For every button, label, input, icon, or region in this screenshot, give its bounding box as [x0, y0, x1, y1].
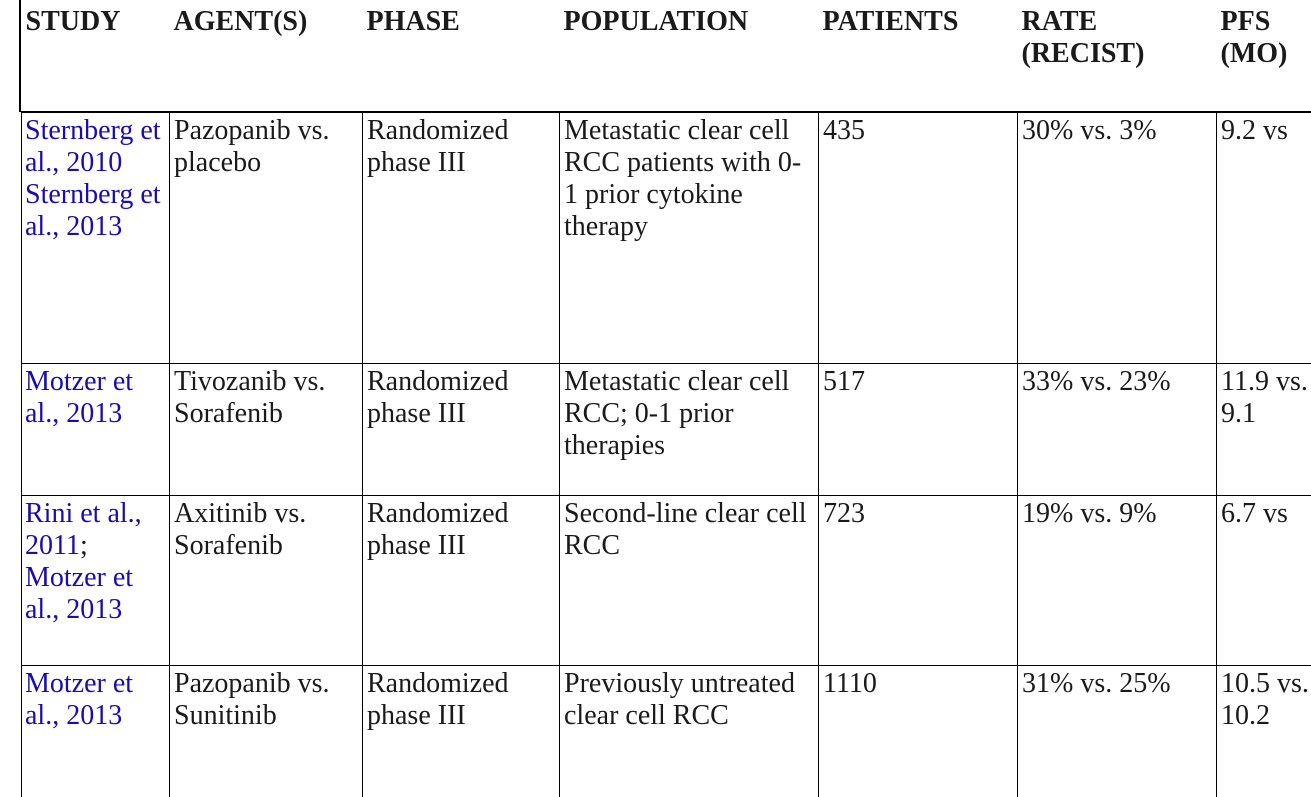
citation-link[interactable]: Sternberg et al., 2010	[25, 115, 161, 178]
cell-pfs: 9.2 vs	[1216, 111, 1311, 364]
citation-link[interactable]: Sternberg et al., 2013	[25, 179, 161, 242]
citation-link[interactable]: Motzer et al., 2013	[25, 365, 134, 429]
cell-rate: 19% vs. 9%	[1017, 494, 1217, 666]
cell-phase: Randomized phase III	[362, 111, 560, 364]
table-row: Motzer et al., 2013 Tivozanib vs. Sorafe…	[21, 362, 1311, 496]
header-row: STUDY AGENT(S) PHASE POPULATION PATIENTS…	[21, 0, 1311, 113]
table-row: Rini et al., 2011; Motzer et al., 2013 A…	[21, 494, 1311, 666]
header-rate: RATE (RECIST)	[1017, 0, 1217, 113]
cell-rate: 33% vs. 23%	[1017, 362, 1217, 496]
cell-study: Rini et al., 2011; Motzer et al., 2013	[21, 494, 170, 666]
cell-rate: 30% vs. 3%	[1017, 111, 1217, 364]
cell-population: Previously untreated clear cell RCC	[559, 664, 819, 797]
cell-pfs: 6.7 vs	[1216, 494, 1311, 666]
cell-population: Metastatic clear cell RCC; 0-1 prior the…	[559, 362, 819, 496]
cell-patients: 1110	[818, 664, 1018, 797]
clinical-trials-table: STUDY AGENT(S) PHASE POPULATION PATIENTS…	[21, 0, 1311, 797]
cell-agents: Pazopanib vs. placebo	[169, 111, 363, 364]
citation-link[interactable]: Rini et al., 2011	[25, 497, 142, 561]
header-phase: PHASE	[362, 0, 560, 113]
cell-study: Motzer et al., 2013	[21, 664, 170, 797]
cell-study: Sternberg et al., 2010 Sternberg et al.,…	[21, 111, 170, 364]
cell-phase: Randomized phase III	[362, 664, 560, 797]
cell-rate: 31% vs. 25%	[1017, 664, 1217, 797]
citation-link[interactable]: Motzer et al., 2013	[25, 561, 134, 625]
table-body: Sternberg et al., 2010 Sternberg et al.,…	[21, 111, 1311, 797]
header-population: POPULATION	[559, 0, 819, 113]
cell-phase: Randomized phase III	[362, 494, 560, 666]
table-row: Motzer et al., 2013 Pazopanib vs. Suniti…	[21, 664, 1311, 797]
cell-study: Motzer et al., 2013	[21, 362, 170, 496]
cell-pfs: 11.9 vs. 9.1	[1216, 362, 1311, 496]
cell-population: Second-line clear cell RCC	[559, 494, 819, 666]
cell-patients: 435	[818, 111, 1018, 364]
cell-agents: Tivozanib vs. Sorafenib	[169, 362, 363, 496]
cell-agents: Axitinib vs. Sorafenib	[169, 494, 363, 666]
citation-separator: ;	[79, 529, 88, 561]
header-left-rule	[19, 0, 21, 112]
header-patients: PATIENTS	[818, 0, 1018, 113]
citation-link[interactable]: Motzer et al., 2013	[25, 667, 134, 731]
table-header: STUDY AGENT(S) PHASE POPULATION PATIENTS…	[21, 0, 1311, 113]
table-row: Sternberg et al., 2010 Sternberg et al.,…	[21, 111, 1311, 364]
cell-phase: Randomized phase III	[362, 362, 560, 496]
cell-pfs: 10.5 vs. 10.2	[1216, 664, 1311, 797]
header-pfs: PFS (MO)	[1216, 0, 1311, 113]
cell-patients: 723	[818, 494, 1018, 666]
cell-population: Metastatic clear cell RCC patients with …	[559, 111, 819, 364]
header-agents: AGENT(S)	[169, 0, 363, 113]
header-study: STUDY	[21, 0, 170, 113]
cell-agents: Pazopanib vs. Sunitinib	[169, 664, 363, 797]
cell-patients: 517	[818, 362, 1018, 496]
